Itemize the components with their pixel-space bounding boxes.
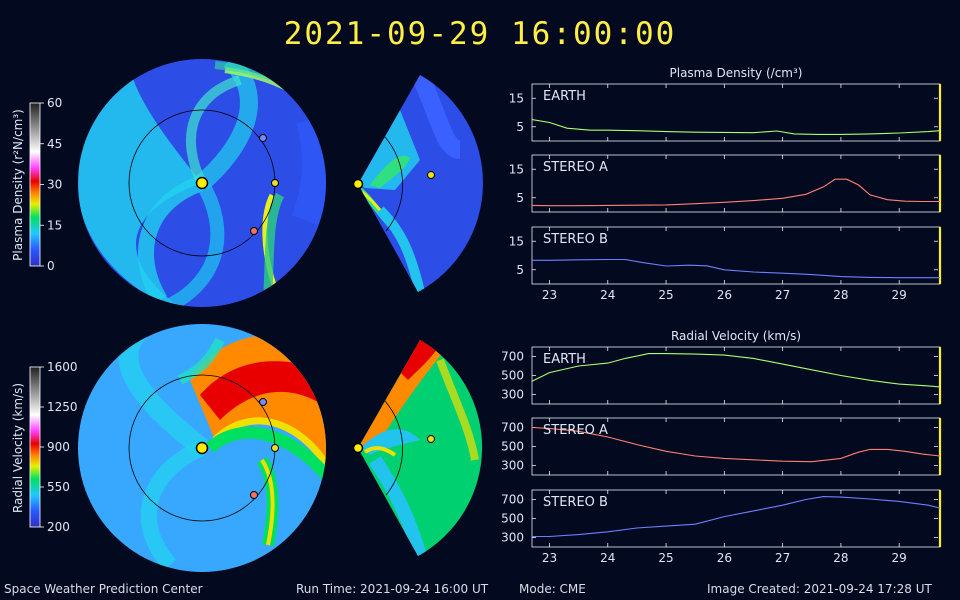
density-colorbar-label: Plasma Density (r²N/cm³)	[11, 109, 25, 261]
sun-icon	[352, 178, 364, 190]
colorbar-tick-label: 1250	[47, 400, 78, 414]
series-panel: 700 500 300 STEREO A	[501, 417, 942, 476]
series-line	[531, 353, 941, 388]
series-line	[531, 426, 941, 463]
x-tick-label: 29	[892, 551, 907, 565]
x-tick-label: 27	[775, 288, 790, 302]
series-name: EARTH	[543, 352, 586, 367]
colorbar-tick-label: 1600	[47, 360, 78, 374]
x-tick-label: 28	[833, 551, 848, 565]
density-colorbar: 0 15 30 45 60 Plasma Density (r²N/cm³)	[11, 96, 62, 273]
velocity-ecliptic-disk	[78, 324, 326, 572]
x-tick-label: 28	[833, 288, 848, 302]
y-tick-label: 300	[501, 388, 524, 402]
colorbar-tick-label: 15	[47, 218, 62, 232]
sun-icon	[195, 441, 209, 455]
series-name: STEREO B	[543, 232, 608, 247]
x-tick-label: 23	[542, 288, 557, 302]
density-meridional-wedge	[352, 75, 483, 292]
series-name: STEREO A	[543, 160, 608, 175]
y-tick-label: 5	[516, 263, 524, 277]
y-tick-label: 5	[516, 120, 524, 134]
stereo-b-marker-icon	[259, 134, 267, 142]
y-tick-label: 15	[509, 162, 524, 176]
colorbar-tick-label: 45	[47, 137, 62, 151]
y-tick-label: 500	[501, 512, 524, 526]
footer-mode: Mode: CME	[519, 582, 586, 596]
y-tick-label: 300	[501, 531, 524, 545]
footer-image-created: Image Created: 2021-09-24 17:28 UT	[707, 582, 932, 596]
y-tick-label: 300	[501, 459, 524, 473]
footer-run-time: Run Time: 2021-09-24 16:00 UT	[296, 582, 489, 596]
sun-icon	[195, 176, 209, 190]
series-line	[531, 119, 941, 135]
x-tick-label: 24	[600, 551, 615, 565]
earth-marker-icon	[271, 179, 279, 187]
panel-frame	[531, 346, 941, 405]
series-line	[532, 258, 940, 279]
colorbar-tick-label: 0	[47, 259, 55, 273]
stereo-a-marker-icon	[250, 227, 258, 235]
series-panel: 700 500 300 EARTH	[501, 346, 942, 405]
stereo-b-marker-icon	[259, 398, 267, 406]
colorbar-tick-label: 30	[47, 178, 62, 192]
density-ecliptic-disk	[78, 59, 326, 307]
y-tick-label: 700	[501, 421, 524, 435]
velocity-meridional-wedge	[352, 340, 483, 556]
plasma-density-chart: Plasma Density (/cm³) 15 5 EARTH 15 5 STEREO A…	[509, 66, 942, 302]
series-name: STEREO A	[543, 423, 608, 438]
x-tick-label: 29	[892, 288, 907, 302]
x-tick-label: 26	[717, 551, 732, 565]
colorbar-tick-label: 900	[47, 440, 70, 454]
x-tick-label: 23	[542, 551, 557, 565]
series-panel: 700 500 300 STEREO B	[501, 489, 942, 548]
x-tick-label: 25	[658, 288, 673, 302]
series-line	[531, 178, 940, 207]
chart-title: Plasma Density (/cm³)	[670, 66, 803, 80]
series-panel: 15 5 STEREO B	[509, 226, 942, 285]
y-tick-label: 5	[516, 191, 524, 205]
y-tick-label: 700	[501, 350, 524, 364]
x-tick-label: 26	[717, 288, 732, 302]
velocity-colorbar: 200 550 900 1250 1600 Radial Velocity (km/s)	[11, 360, 78, 534]
series-name: EARTH	[543, 89, 586, 104]
x-tick-label: 27	[775, 551, 790, 565]
y-tick-label: 500	[501, 369, 524, 383]
earth-marker-icon	[427, 435, 435, 443]
y-tick-label: 15	[509, 234, 524, 248]
y-tick-label: 700	[501, 493, 524, 507]
series-line	[532, 496, 941, 538]
sun-icon	[352, 442, 364, 454]
x-tick-label: 25	[658, 551, 673, 565]
colorbar-tick-label: 200	[47, 520, 70, 534]
earth-marker-icon	[271, 444, 279, 452]
velocity-colorbar-label: Radial Velocity (km/s)	[11, 383, 25, 513]
y-tick-label: 500	[501, 440, 524, 454]
stereo-a-marker-icon	[250, 491, 258, 499]
footer-center-name: Space Weather Prediction Center	[4, 582, 203, 596]
earth-marker-icon	[427, 171, 435, 179]
x-tick-label: 24	[600, 288, 615, 302]
timestamp-title: 2021-09-29 16:00:00	[283, 16, 677, 52]
colorbar-tick-label: 550	[47, 480, 70, 494]
colorbar-tick-label: 60	[47, 96, 62, 110]
y-tick-label: 15	[509, 91, 524, 105]
chart-title: Radial Velocity (km/s)	[671, 329, 801, 343]
series-panel: 15 5 STEREO A	[509, 154, 942, 213]
series-name: STEREO B	[543, 495, 608, 510]
series-panel: 15 5 EARTH	[509, 83, 942, 142]
radial-velocity-chart: Radial Velocity (km/s) 700 500 300 EARTH 700 5…	[501, 329, 942, 565]
